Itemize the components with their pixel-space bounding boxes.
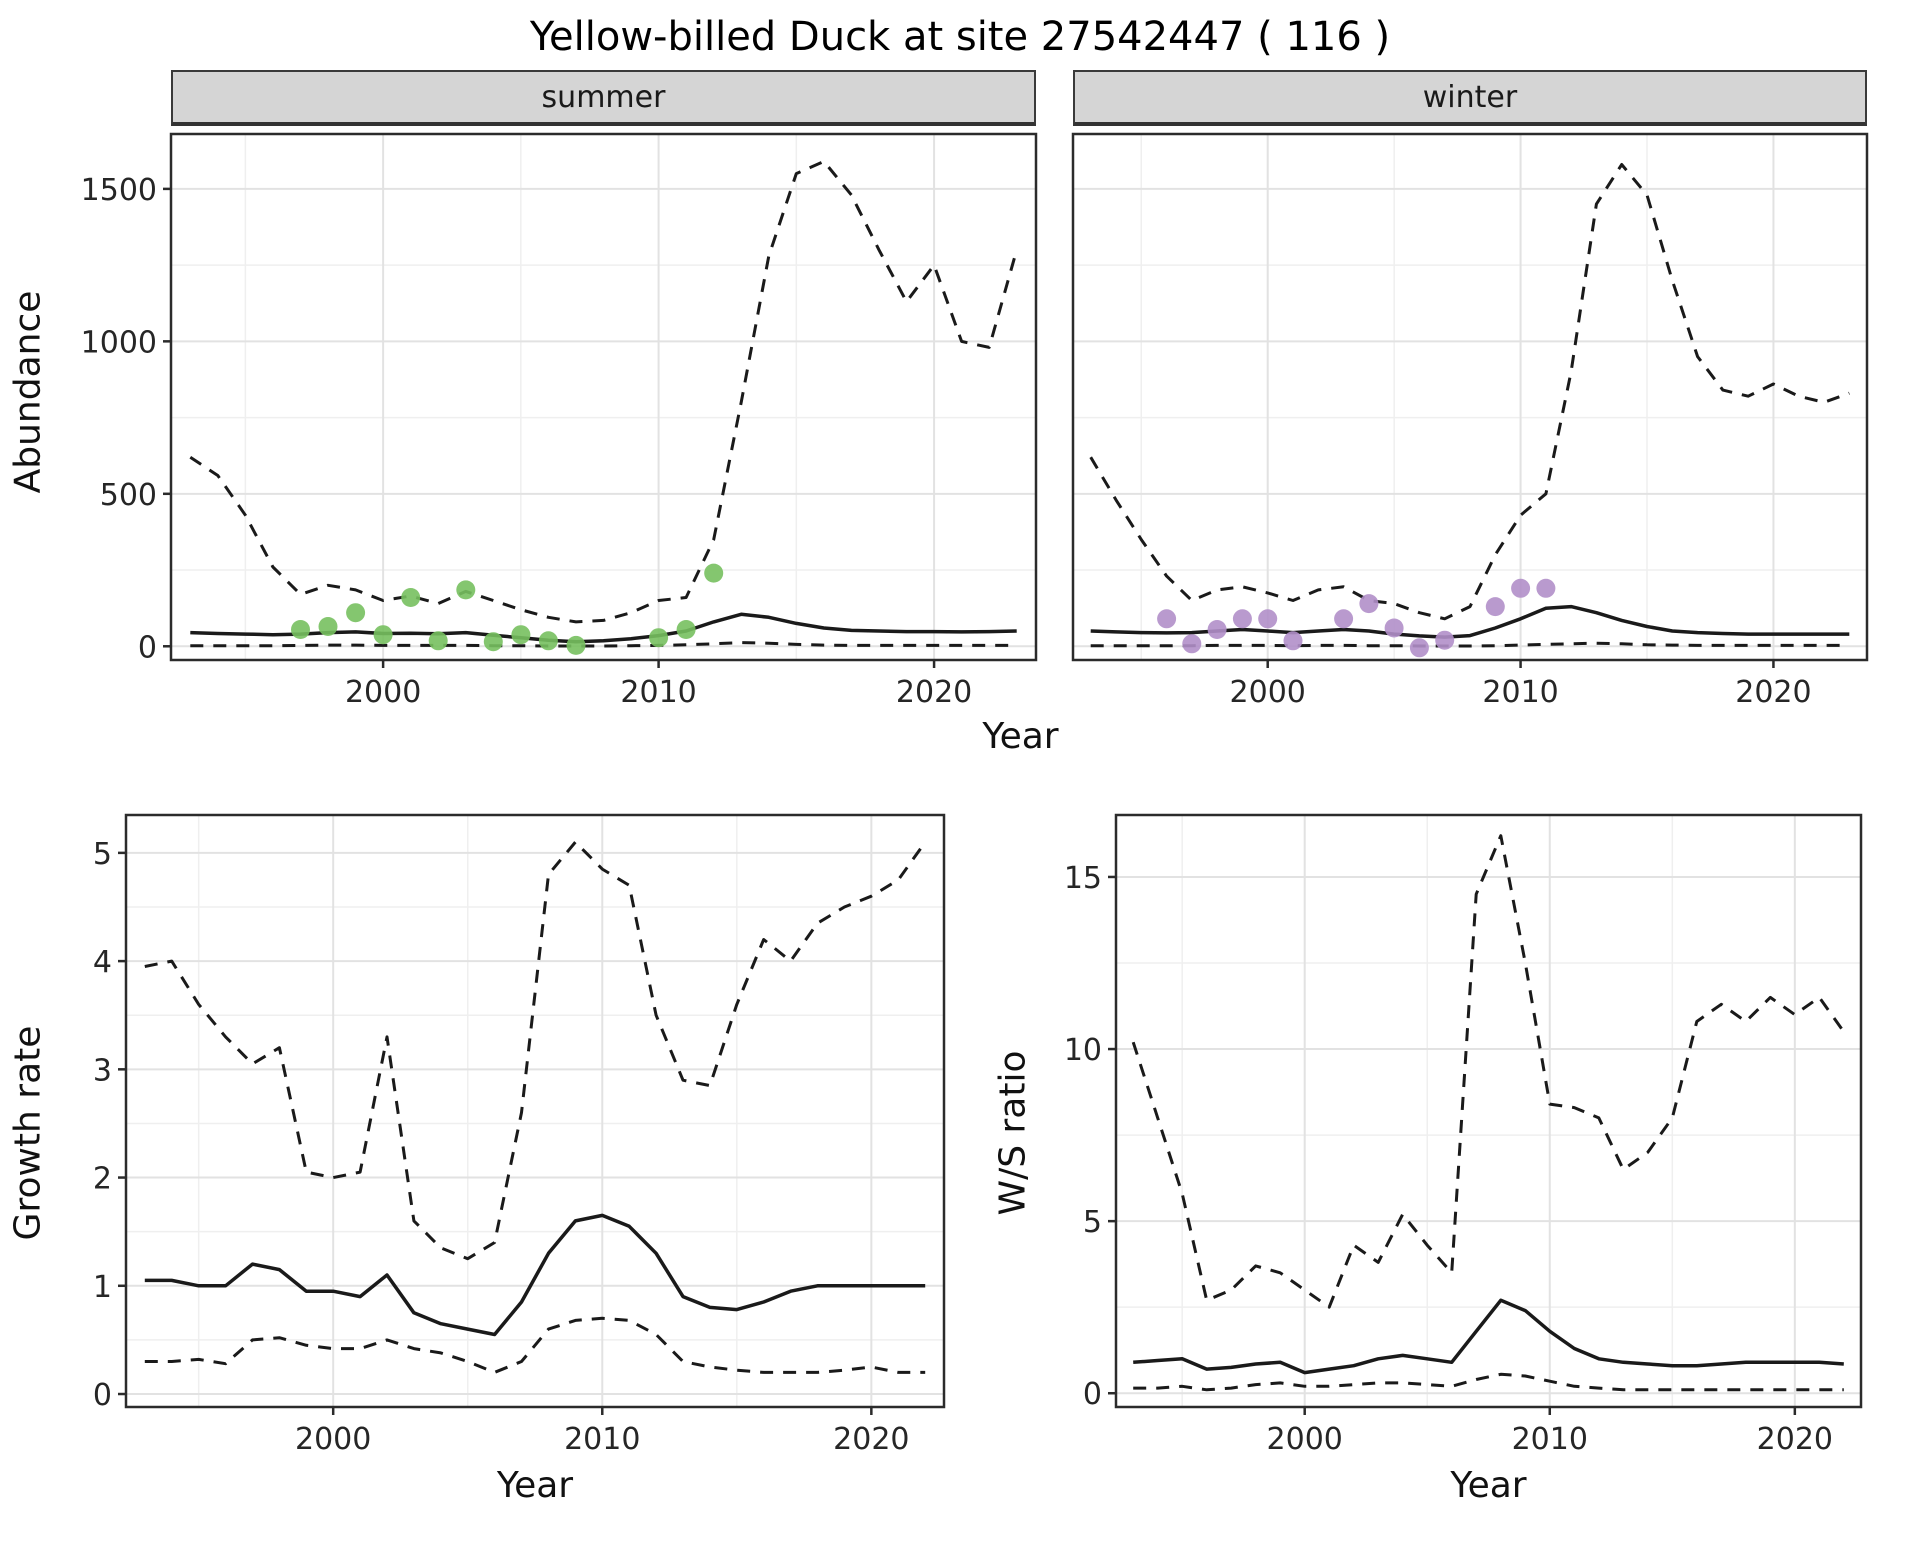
x-tick-label: 2010 [620, 675, 696, 710]
data-point [1536, 578, 1556, 598]
data-point [538, 631, 558, 651]
data-point [1359, 594, 1379, 614]
abundance-summer-chart: 2000 2010 2020 0 500 1000 1500 [81, 132, 1038, 710]
y-tick-label: 1500 [81, 173, 157, 208]
data-point [1511, 578, 1531, 598]
x-tick-label: 2020 [896, 675, 972, 710]
series-upper-ci-line [189, 159, 1019, 624]
facet-strip-summer: summer [171, 70, 1036, 126]
growth-rate-block: Growth rate 2000 2010 2020 0 1 2 3 4 5 Year [0, 803, 956, 1506]
ws-ratio-y-axis-label: W/S ratio [992, 1050, 1034, 1216]
series-upper-ci-line [144, 840, 927, 1261]
data-point [1485, 597, 1505, 617]
data-point [346, 603, 366, 623]
panel-border [1071, 132, 1869, 662]
x-tick-label: 2020 [833, 1422, 909, 1457]
facet-summer: summer 2000 2010 2020 0 500 1000 1500 [56, 70, 1046, 714]
data-point [704, 563, 724, 583]
y-tick-label: 15 [1064, 861, 1102, 896]
data-point [1182, 634, 1202, 654]
y-tick-label: 3 [93, 1053, 112, 1088]
series-estimate-line [144, 1213, 926, 1337]
ws-ratio-block: W/S ratio 2000 2010 2020 0 5 10 15 Year [985, 803, 1891, 1506]
figure-title: Yellow-billed Duck at site 27542447 ( 11… [529, 14, 1391, 60]
data-point [1409, 638, 1429, 658]
data-point [1283, 631, 1303, 651]
ws-ratio-chart-col: 2000 2010 2020 0 5 10 15 Year [1041, 803, 1891, 1506]
abundance-y-axis: Abundance [0, 70, 56, 714]
data-point [676, 620, 696, 639]
facet-winter: winter 2000 2010 2020 [1071, 70, 1881, 714]
y-tick-label: 0 [1083, 1377, 1102, 1412]
growth-rate-x-axis-label: Year [496, 1465, 574, 1506]
series-upper-ci-line [1089, 163, 1850, 621]
growth-rate-chart-col: 2000 2010 2020 0 1 2 3 4 5 Year [56, 803, 956, 1506]
ws-ratio-x-axis-label: Year [1450, 1465, 1527, 1506]
data-point [401, 588, 421, 607]
data-point [373, 625, 393, 645]
growth-rate-chart: 2000 2010 2020 0 1 2 3 4 5 [93, 813, 946, 1457]
data-point [428, 631, 448, 651]
data-point [1435, 630, 1455, 650]
panel-background [171, 134, 1036, 660]
x-tick-label: 2000 [1230, 675, 1306, 710]
panel-background [1073, 134, 1867, 660]
data-point [1207, 620, 1227, 639]
data-point [1334, 609, 1354, 629]
y-tick-label: 5 [1083, 1205, 1102, 1240]
growth-rate-y-axis: Growth rate [0, 803, 56, 1463]
abundance-y-axis-label: Abundance [7, 290, 49, 494]
data-point [649, 628, 669, 648]
data-point [511, 625, 531, 645]
data-point [483, 632, 503, 652]
series-lower-ci-line [1133, 1372, 1844, 1392]
data-point [318, 617, 338, 636]
ws-ratio-chart: 2000 2010 2020 0 5 10 15 [1064, 813, 1863, 1457]
y-tick-label: 0 [138, 630, 157, 665]
x-tick-label: 2000 [1267, 1422, 1343, 1457]
y-tick-label: 4 [93, 945, 112, 980]
x-tick-label: 2000 [295, 1422, 371, 1457]
series-lower-ci-line [1090, 641, 1850, 648]
ws-ratio-y-axis: W/S ratio [985, 803, 1041, 1463]
y-tick-label: 500 [100, 478, 157, 513]
data-point [1232, 609, 1252, 629]
y-tick-label: 0 [93, 1378, 112, 1413]
data-point [1157, 609, 1177, 629]
data-point [456, 580, 476, 600]
abundance-winter-chart: 2000 2010 2020 [1071, 132, 1869, 710]
bottom-charts-row: Growth rate 2000 2010 2020 0 1 2 3 4 5 Year W/S … [0, 803, 1920, 1506]
x-tick-label: 2020 [1735, 675, 1811, 710]
x-tick-label: 2010 [564, 1422, 640, 1457]
series-lower-ci-line [144, 1316, 926, 1374]
data-point [566, 635, 586, 655]
facet-panels: summer 2000 2010 2020 0 500 1000 1500 winter 2… [56, 70, 1881, 714]
x-tick-label: 2010 [1482, 675, 1558, 710]
data-point [1258, 609, 1278, 629]
panel-border [124, 813, 946, 1409]
data-point [291, 620, 310, 639]
y-tick-label: 5 [93, 837, 112, 872]
abundance-facet-row: Abundance summer 2000 2010 2020 0 500 1000 150… [0, 70, 1920, 714]
series-estimate-line [1133, 1298, 1844, 1375]
x-tick-label: 2010 [1512, 1422, 1588, 1457]
y-tick-label: 10 [1064, 1033, 1102, 1068]
panel-background [1116, 815, 1861, 1407]
panel-border [169, 132, 1038, 662]
panel-border [1114, 813, 1863, 1409]
y-tick-label: 1000 [81, 325, 157, 360]
panel-background [126, 815, 944, 1407]
facet-strip-winter: winter [1073, 70, 1867, 126]
series-upper-ci-line [1131, 834, 1846, 1309]
y-tick-label: 2 [93, 1162, 112, 1197]
x-tick-label: 2000 [345, 675, 421, 710]
abundance-x-axis-label: Year [982, 716, 1059, 757]
data-point [1384, 618, 1404, 638]
y-tick-label: 1 [93, 1270, 112, 1305]
growth-rate-y-axis-label: Growth rate [7, 1025, 49, 1241]
x-tick-label: 2020 [1757, 1422, 1833, 1457]
